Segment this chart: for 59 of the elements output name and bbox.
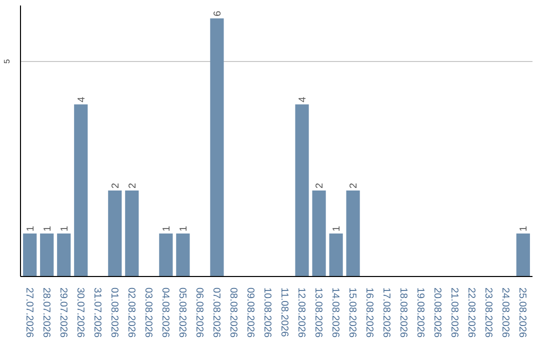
data-label: 1 <box>518 225 530 232</box>
x-tick-label: 22.08.2026 <box>466 288 477 338</box>
x-tick-label: 28.07.2026 <box>40 288 52 338</box>
x-tick-label: 03.08.2026 <box>142 288 154 338</box>
x-tick-label: 30.07.2026 <box>74 288 86 338</box>
data-label: 2 <box>348 182 360 188</box>
x-tick-label: 02.08.2026 <box>125 288 136 338</box>
data-label: 2 <box>110 182 122 188</box>
x-tick-label: 25.08.2026 <box>516 288 528 338</box>
x-tick-label: 10.08.2026 <box>261 288 272 338</box>
x-tick-label: 12.08.2026 <box>296 288 307 338</box>
x-tick-label: 13.08.2026 <box>312 288 324 338</box>
x-tick-label: 15.08.2026 <box>346 288 358 338</box>
data-label: 1 <box>42 225 54 232</box>
bar <box>125 190 139 276</box>
data-label: 1 <box>59 225 70 232</box>
data-label: 1 <box>161 225 172 232</box>
x-tick-label: 16.08.2026 <box>364 288 375 338</box>
data-label: 4 <box>298 96 309 102</box>
bar <box>40 233 54 276</box>
x-tick-label: 14.08.2026 <box>330 288 341 338</box>
bar <box>516 233 530 276</box>
y-tick-label: 5 <box>2 58 12 64</box>
x-tick-label: 06.08.2026 <box>193 288 204 338</box>
x-tick-label: 27.07.2026 <box>23 288 34 338</box>
bar <box>346 190 360 276</box>
bar <box>176 233 190 276</box>
x-tick-label: 17.08.2026 <box>380 288 392 338</box>
bar <box>74 104 88 276</box>
bar <box>159 233 173 276</box>
bar <box>329 233 343 276</box>
bar <box>108 190 122 276</box>
data-label: 6 <box>212 10 224 16</box>
bar <box>23 233 37 276</box>
x-tick-label: 18.08.2026 <box>398 288 409 338</box>
x-tick-label: 20.08.2026 <box>432 288 443 338</box>
data-label: 1 <box>178 225 190 232</box>
bar <box>210 18 224 276</box>
x-tick-label: 05.08.2026 <box>176 288 188 338</box>
x-tick-label: 24.08.2026 <box>500 288 511 338</box>
x-tick-label: 21.08.2026 <box>448 288 460 338</box>
data-label: 2 <box>127 182 138 188</box>
x-tick-label: 29.07.2026 <box>57 288 68 338</box>
x-tick-label: 11.08.2026 <box>278 288 290 338</box>
x-tick-label: 09.08.2026 <box>244 288 256 338</box>
data-label: 1 <box>25 225 36 232</box>
x-tick-label: 07.08.2026 <box>210 288 222 338</box>
x-tick-label: 04.08.2026 <box>159 288 170 338</box>
bar <box>57 233 71 276</box>
x-tick-label: 31.07.2026 <box>91 288 102 338</box>
data-label: 1 <box>332 225 343 232</box>
x-tick-label: 23.08.2026 <box>482 288 494 338</box>
data-label: 2 <box>314 182 326 188</box>
bar <box>312 190 326 276</box>
x-tick-label: 19.08.2026 <box>414 288 426 338</box>
x-tick-label: 01.08.2026 <box>108 288 120 338</box>
bar <box>295 104 309 276</box>
data-label: 4 <box>76 96 88 102</box>
x-tick-label: 08.08.2026 <box>227 288 238 338</box>
